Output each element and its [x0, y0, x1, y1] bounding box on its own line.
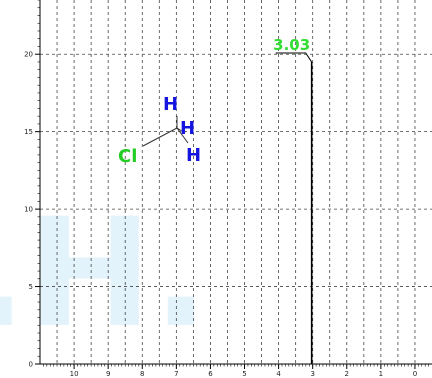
bond-h-right [176, 127, 186, 134]
y-tick-label: 20 [24, 51, 33, 59]
x-tick-label: 1 [379, 370, 383, 378]
y-tick-label: 15 [24, 128, 33, 136]
x-tick-label: 2 [345, 370, 349, 378]
atom-h-top: H [163, 94, 178, 115]
x-tick-label: 10 [70, 370, 79, 378]
atom-cl: Cl [118, 146, 137, 167]
x-tick-label: 6 [208, 370, 213, 378]
peak-label-leader [275, 52, 313, 63]
peak-label: 3.03 [273, 36, 310, 54]
x-tick-label: 7 [174, 370, 178, 378]
watermark-text: .H. [0, 187, 210, 361]
x-tick-label: 4 [276, 370, 281, 378]
y-tick-label: 5 [29, 283, 33, 291]
molecule-structure: H H H Cl [118, 94, 201, 167]
atom-h-bottom: H [186, 145, 201, 166]
bond-h-bottom [176, 127, 189, 144]
peak-annotations: 3.03 [273, 36, 313, 63]
bond-cl [142, 127, 178, 147]
grid [40, 0, 432, 364]
y-tick-label: 10 [24, 206, 33, 214]
watermark: .H. [0, 187, 210, 361]
x-tick-label: 5 [242, 370, 246, 378]
y-tick-label: 0 [29, 361, 33, 369]
x-tick-label: 9 [106, 370, 110, 378]
x-tick-label: 0 [413, 370, 417, 378]
x-tick-label: 8 [140, 370, 144, 378]
x-tick-label: 3 [310, 370, 314, 378]
atom-h-right: H [180, 118, 195, 139]
